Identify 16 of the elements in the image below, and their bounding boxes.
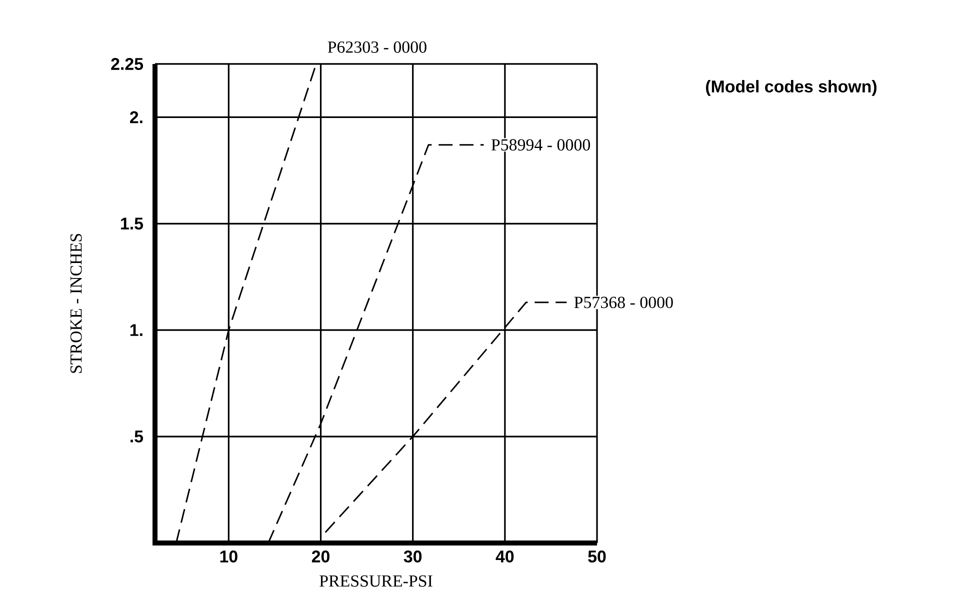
x-tick-label: 30 <box>404 550 422 563</box>
x-tick-label: 40 <box>496 550 514 562</box>
y-tick-label: 1. <box>130 324 142 336</box>
annotation: P57368 - 0000 <box>574 296 673 308</box>
x-tick-label: 50 <box>588 550 606 562</box>
x-axis-title: PRESSURE-PSI <box>320 575 432 587</box>
text: (Model codes shown) <box>706 80 876 96</box>
y-tick-label: 2.25 <box>111 58 144 70</box>
y-tick-label: 1.5 <box>121 218 144 230</box>
y-tick-label: .5 <box>130 430 144 442</box>
annotation: P62303 - 0000 <box>328 41 426 53</box>
x-tick-label: 20 <box>312 550 330 562</box>
y-tick-label: 2. <box>130 111 142 124</box>
y-axis-title: STROKE - INCHES <box>70 234 82 373</box>
annotation: P58994 - 0000 <box>491 139 590 151</box>
x-tick-label: 10 <box>220 550 238 562</box>
